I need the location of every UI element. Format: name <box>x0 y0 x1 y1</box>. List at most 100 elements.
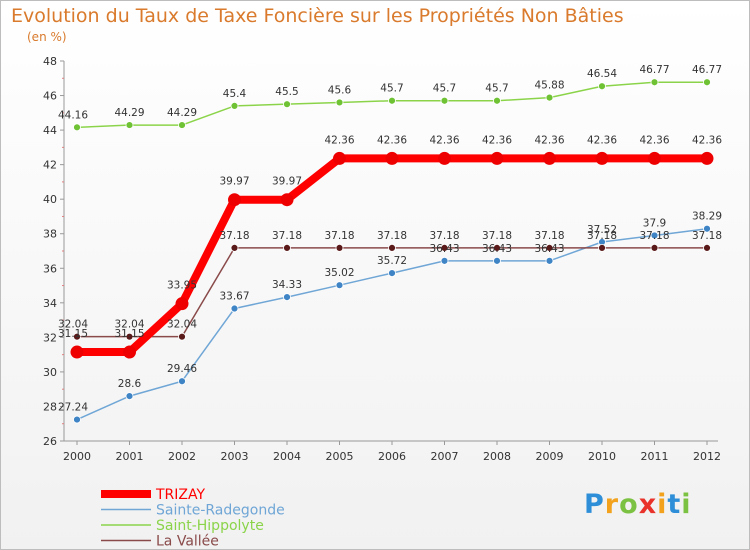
data-point-trizay <box>70 345 84 359</box>
chart-unit-label: (en %) <box>27 30 67 44</box>
data-point-saint-hippolyte <box>493 96 501 105</box>
data-point-sainte-radegonde <box>283 293 291 302</box>
data-label-la-vall-e: 32.04 <box>167 319 197 331</box>
data-label-trizay: 39.97 <box>272 176 302 188</box>
data-label-sainte-radegonde: 36.43 <box>482 243 512 255</box>
data-point-trizay <box>700 151 714 165</box>
proxiti-logo: Proxiti <box>584 489 692 520</box>
y-tick-label: 48 <box>43 55 57 68</box>
data-label-la-vall-e: 37.18 <box>219 230 249 242</box>
data-label-trizay: 39.97 <box>219 176 249 188</box>
data-point-saint-hippolyte <box>230 102 239 110</box>
y-tick-label: 28 <box>43 400 57 413</box>
data-point-saint-hippolyte <box>73 123 81 132</box>
legend-label-saint-hippolyte: Saint-Hippolyte <box>156 518 264 534</box>
data-point-sainte-radegonde <box>178 377 186 386</box>
logo-letter: x <box>638 489 658 520</box>
logo-letter: i <box>681 489 692 520</box>
data-label-la-vall-e: 37.18 <box>534 230 564 242</box>
data-label-sainte-radegonde: 37.9 <box>643 217 666 229</box>
data-point-sainte-radegonde <box>440 256 449 265</box>
legend-label-sainte-radegonde: Sainte-Radegonde <box>156 503 285 519</box>
data-label-saint-hippolyte: 45.7 <box>433 83 456 95</box>
data-label-la-vall-e: 37.18 <box>324 230 354 242</box>
x-tick-label: 2002 <box>168 450 196 463</box>
data-label-trizay: 42.36 <box>377 134 407 146</box>
data-point-trizay <box>543 151 556 165</box>
logo-letter: i <box>657 489 668 520</box>
data-label-trizay: 42.36 <box>429 134 459 146</box>
data-point-la-vall-e <box>545 243 554 252</box>
data-label-saint-hippolyte: 45.88 <box>534 80 564 92</box>
data-label-sainte-radegonde: 37.52 <box>587 224 617 236</box>
data-point-la-vall-e <box>493 243 501 252</box>
y-tick-label: 30 <box>43 366 57 379</box>
chart-title: Evolution du Taux de Taxe Foncière sur l… <box>11 5 624 27</box>
data-label-saint-hippolyte: 46.54 <box>587 68 617 80</box>
y-tick-label: 38 <box>43 228 57 241</box>
data-label-saint-hippolyte: 44.16 <box>58 109 88 121</box>
data-label-la-vall-e: 32.04 <box>58 319 88 331</box>
data-label-saint-hippolyte: 45.6 <box>328 84 352 96</box>
data-point-trizay <box>595 151 609 165</box>
y-tick-label: 46 <box>43 90 57 103</box>
y-tick-label: 26 <box>43 435 57 448</box>
data-point-sainte-radegonde <box>73 415 81 424</box>
data-point-saint-hippolyte <box>283 100 291 109</box>
data-label-trizay: 31.15 <box>114 328 144 340</box>
data-label-sainte-radegonde: 35.02 <box>324 267 354 279</box>
data-label-saint-hippolyte: 45.7 <box>485 83 508 95</box>
data-point-sainte-radegonde <box>125 392 134 400</box>
data-label-trizay: 42.36 <box>692 134 722 146</box>
data-point-saint-hippolyte <box>545 93 554 102</box>
x-tick-label: 2000 <box>63 450 91 463</box>
data-point-trizay <box>438 151 451 165</box>
logo-letter: t <box>667 489 682 520</box>
data-point-saint-hippolyte <box>178 121 186 129</box>
logo-letter: o <box>619 489 639 520</box>
x-tick-label: 2012 <box>693 450 721 463</box>
data-label-sainte-radegonde: 36.43 <box>534 243 564 255</box>
data-point-sainte-radegonde <box>335 281 344 290</box>
data-point-saint-hippolyte <box>703 78 711 87</box>
data-point-saint-hippolyte <box>598 82 606 91</box>
data-point-saint-hippolyte <box>125 121 134 129</box>
x-tick-label: 2003 <box>221 450 249 463</box>
x-tick-label: 2006 <box>378 450 406 463</box>
data-label-sainte-radegonde: 34.33 <box>272 279 302 291</box>
data-label-la-vall-e: 37.18 <box>272 230 302 242</box>
logo-letter: P <box>584 489 605 520</box>
data-point-trizay <box>280 193 294 207</box>
y-tick-label: 40 <box>43 193 57 206</box>
data-point-sainte-radegonde <box>545 256 554 265</box>
data-point-trizay <box>490 151 504 165</box>
data-label-la-vall-e: 37.18 <box>429 230 459 242</box>
y-tick-label: 42 <box>43 159 57 172</box>
data-label-sainte-radegonde: 33.67 <box>219 291 249 303</box>
data-label-la-vall-e: 37.18 <box>587 230 617 242</box>
legend-label-la-vall-e: La Vallée <box>156 534 219 550</box>
y-tick-label: 36 <box>43 262 57 275</box>
data-label-trizay: 42.36 <box>534 134 564 146</box>
data-label-saint-hippolyte: 46.77 <box>692 64 722 76</box>
data-point-sainte-radegonde <box>493 256 501 265</box>
data-label-trizay: 42.36 <box>324 134 354 146</box>
data-label-la-vall-e: 37.18 <box>377 230 407 242</box>
x-tick-label: 2010 <box>588 450 616 463</box>
data-point-la-vall-e <box>125 332 134 341</box>
data-point-la-vall-e <box>283 243 291 252</box>
data-point-saint-hippolyte <box>650 78 659 87</box>
x-tick-label: 2009 <box>536 450 564 463</box>
data-point-la-vall-e <box>178 332 186 341</box>
data-point-saint-hippolyte <box>388 96 396 105</box>
data-label-sainte-radegonde: 27.24 <box>58 402 88 414</box>
data-point-saint-hippolyte <box>440 96 449 105</box>
data-point-la-vall-e <box>598 243 606 252</box>
data-label-sainte-radegonde: 35.72 <box>377 255 407 267</box>
data-point-la-vall-e <box>230 243 239 252</box>
data-label-saint-hippolyte: 45.5 <box>275 86 298 98</box>
data-point-sainte-radegonde <box>230 304 239 313</box>
data-point-la-vall-e <box>388 243 396 252</box>
y-tick-label: 44 <box>43 124 57 137</box>
